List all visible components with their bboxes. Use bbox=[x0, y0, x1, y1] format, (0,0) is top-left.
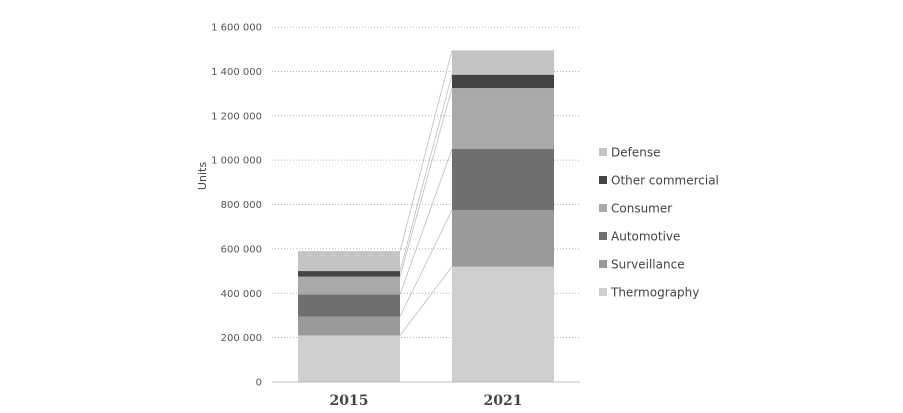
bar-segment-surveillance-2015 bbox=[298, 316, 400, 336]
legend-label: Consumer bbox=[611, 202, 672, 216]
legend: Defense Other commercial Consumer Automotiv… bbox=[599, 146, 719, 300]
bar-segment-other-commercial-2021 bbox=[452, 74, 554, 89]
bar-segment-other-commercial-2015 bbox=[298, 271, 400, 277]
series-connector-line bbox=[399, 74, 453, 272]
bar-segment-automotive-2021 bbox=[452, 149, 554, 211]
y-tick-label: 1 200 000 bbox=[211, 111, 262, 122]
legend-label: Automotive bbox=[611, 230, 680, 244]
series-connector-line bbox=[399, 266, 453, 336]
legend-label: Defense bbox=[611, 146, 660, 160]
y-tick-label: 800 000 bbox=[221, 200, 262, 211]
y-tick-label: 600 000 bbox=[221, 244, 262, 255]
bar-layer bbox=[298, 50, 554, 382]
legend-swatch bbox=[599, 176, 607, 184]
legend-swatch bbox=[599, 148, 607, 156]
y-tick-label: 1 600 000 bbox=[211, 23, 262, 34]
bar-segment-consumer-2015 bbox=[298, 276, 400, 295]
x-category-label: 2021 bbox=[484, 393, 523, 409]
legend-label: Thermography bbox=[610, 286, 699, 300]
bar-segment-consumer-2021 bbox=[452, 88, 554, 150]
series-connector-line bbox=[399, 209, 453, 317]
series-connector-line bbox=[399, 87, 453, 277]
y-axis-title: Units bbox=[196, 162, 209, 190]
y-tick-label: 400 000 bbox=[221, 289, 262, 300]
axis-layer: 0 200 000 400 000 600 000 800 000 1 000 000 1 … bbox=[211, 23, 580, 409]
legend-label: Surveillance bbox=[611, 258, 685, 272]
bar-segment-defense-2015 bbox=[298, 251, 400, 272]
bar-segment-thermography-2015 bbox=[298, 335, 400, 382]
y-tick-label: 0 bbox=[256, 378, 262, 389]
y-tick-label: 200 000 bbox=[221, 333, 262, 344]
bar-segment-surveillance-2021 bbox=[452, 210, 554, 267]
y-tick-label: 1 000 000 bbox=[211, 156, 262, 167]
bar-segment-thermography-2021 bbox=[452, 266, 554, 382]
legend-swatch bbox=[599, 260, 607, 268]
series-connector-line bbox=[399, 50, 453, 252]
x-category-label: 2015 bbox=[330, 393, 369, 409]
series-connector-line bbox=[399, 148, 453, 295]
legend-swatch bbox=[599, 232, 607, 240]
y-tick-label: 1 400 000 bbox=[211, 67, 262, 78]
connector-layer bbox=[399, 50, 453, 336]
legend-swatch bbox=[599, 288, 607, 296]
bar-segment-defense-2021 bbox=[452, 50, 554, 75]
bar-segment-automotive-2015 bbox=[298, 294, 400, 317]
legend-label: Other commercial bbox=[611, 174, 719, 188]
legend-swatch bbox=[599, 204, 607, 212]
